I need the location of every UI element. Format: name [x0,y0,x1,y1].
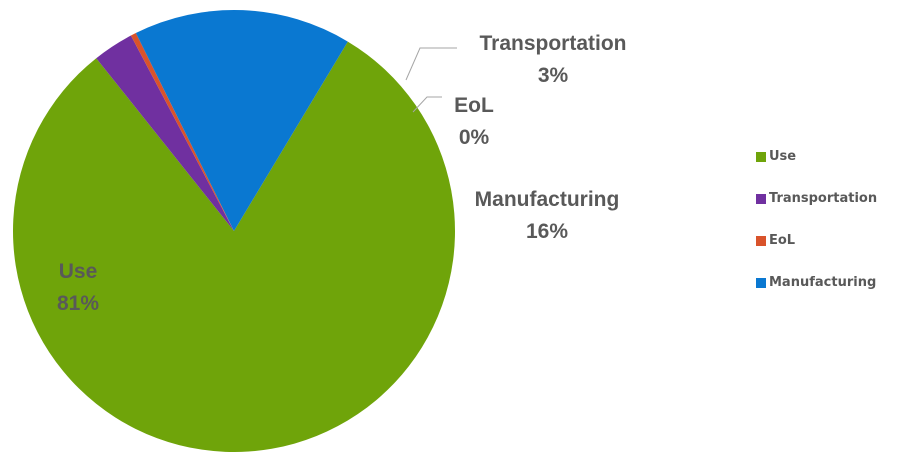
data-label-value-transportation: 3% [538,64,569,87]
pie-slice-use [13,41,455,452]
legend-swatch-transportation [756,193,766,204]
data-label-category-transportation: Transportation [479,32,626,55]
data-label-category-manufacturing: Manufacturing [475,188,620,211]
pie-slice-eol [130,32,234,232]
data-label-value-use: 81% [57,292,99,315]
legend-label-transportation: Transportation [769,191,878,206]
legend-item-use: Use [756,146,877,167]
legend-swatch-manufacturing [756,277,766,288]
legend-swatch-use [756,151,766,162]
data-label-value-eol: 0% [459,126,490,149]
leader-line-transportation [405,47,457,81]
data-label-category-eol: EoL [454,94,494,117]
pie-slices [13,9,455,452]
legend-label-manufacturing: Manufacturing [769,275,877,290]
legend-item-eol: EoL [756,230,877,251]
legend-item-manufacturing: Manufacturing [756,272,877,293]
legend-swatch-eol [756,235,766,246]
pie-slice-transportation [96,35,234,231]
data-label-eol: EoL 0% [454,94,494,149]
data-label-value-manufacturing: 16% [526,220,568,243]
data-label-transportation: Transportation 3% [479,32,626,87]
pie-slice-manufacturing [135,9,348,231]
legend-label-eol: EoL [769,233,796,248]
legend: Use Transportation EoL Manufacturing [756,146,877,314]
data-label-use: Use 81% [57,260,99,315]
data-label-manufacturing: Manufacturing 16% [475,188,620,243]
leader-line-eol [412,96,442,113]
leader-lines [405,47,457,113]
legend-item-transportation: Transportation [756,188,877,209]
legend-label-use: Use [769,149,797,164]
data-labels: Use 81% Transportation 3% EoL 0% Manufacturing… [57,32,627,315]
data-label-category-use: Use [59,260,98,283]
